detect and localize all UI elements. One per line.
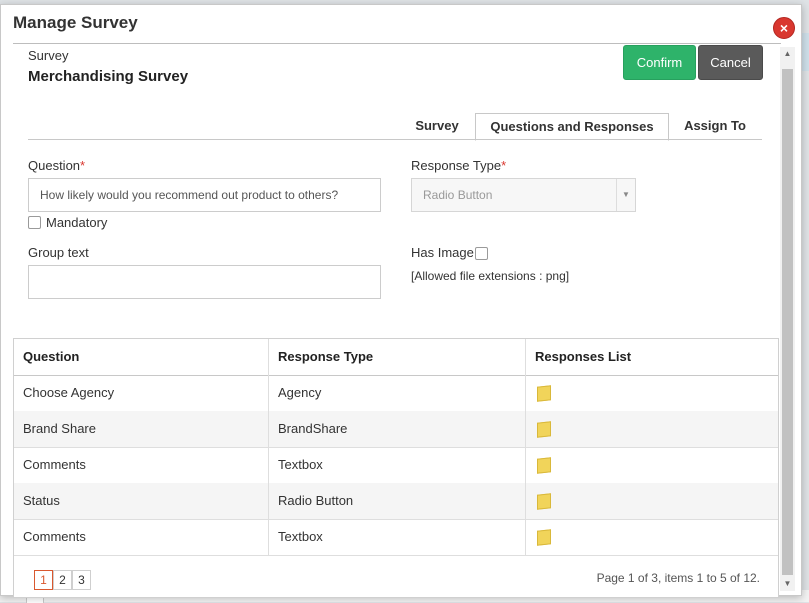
tab-assign-to[interactable]: Assign To: [684, 118, 746, 133]
table-row[interactable]: Comments Textbox: [14, 447, 778, 484]
tab-questions-and-responses[interactable]: Questions and Responses: [475, 113, 669, 141]
page-1-button[interactable]: 1: [34, 570, 53, 590]
close-button[interactable]: ×: [773, 17, 795, 39]
chevron-down-icon: ▼: [616, 179, 635, 211]
question-cell: Choose Agency: [23, 385, 115, 400]
response-type-cell: Textbox: [268, 447, 525, 483]
has-image-label: Has Image: [411, 245, 474, 260]
grid-header: Question Response Type Responses List: [14, 339, 778, 376]
note-icon[interactable]: [537, 457, 551, 474]
tab-survey[interactable]: Survey: [415, 118, 459, 133]
mandatory-label: Mandatory: [46, 215, 108, 230]
note-icon[interactable]: [537, 385, 551, 402]
scroll-up-icon[interactable]: ▲: [783, 49, 792, 58]
page-3-button[interactable]: 3: [72, 570, 91, 590]
questions-grid: Question Response Type Responses List Ch…: [13, 338, 779, 598]
responses-list-cell: [525, 483, 777, 519]
responses-list-cell: [525, 411, 777, 447]
question-cell: Brand Share: [23, 421, 96, 436]
has-image-checkbox[interactable]: [475, 247, 488, 260]
responses-list-cell: [525, 375, 777, 411]
mandatory-checkbox[interactable]: [28, 216, 41, 229]
allowed-extensions-note: [Allowed file extensions : png]: [411, 269, 570, 283]
survey-name: Merchandising Survey: [28, 68, 189, 85]
close-icon: ×: [779, 20, 789, 36]
cancel-button[interactable]: Cancel: [698, 45, 763, 80]
response-type-value: Radio Button: [423, 188, 493, 202]
page-2-button[interactable]: 2: [53, 570, 72, 590]
note-icon[interactable]: [537, 493, 551, 510]
required-mark: *: [80, 158, 86, 173]
response-type-label: Response Type*: [411, 158, 507, 173]
group-text-input[interactable]: [28, 265, 381, 299]
column-header-response-type[interactable]: Response Type: [268, 339, 525, 375]
question-cell: Comments: [23, 457, 86, 472]
note-icon[interactable]: [537, 421, 551, 438]
confirm-button[interactable]: Confirm: [623, 45, 696, 80]
question-cell: Status: [23, 493, 60, 508]
tabs-divider: [28, 139, 762, 140]
question-cell: Comments: [23, 529, 86, 544]
note-icon[interactable]: [537, 529, 551, 546]
responses-list-cell: [525, 447, 777, 483]
response-type-cell: Radio Button: [268, 483, 525, 519]
title-divider: [13, 43, 781, 44]
table-row[interactable]: Brand Share BrandShare: [14, 411, 778, 448]
response-type-select[interactable]: Radio Button ▼: [411, 178, 636, 212]
column-header-responses-list[interactable]: Responses List: [525, 339, 777, 375]
manage-survey-dialog: Manage Survey × ▲ ▼ Survey Merchandising…: [0, 4, 802, 598]
pager-info: Page 1 of 3, items 1 to 5 of 12.: [596, 571, 760, 585]
column-header-question[interactable]: Question: [23, 349, 80, 364]
table-row[interactable]: Choose Agency Agency: [14, 375, 778, 412]
response-type-cell: BrandShare: [268, 411, 525, 447]
dialog-title: Manage Survey: [13, 13, 138, 32]
table-row[interactable]: Comments Textbox: [14, 519, 778, 556]
dialog-scrollbar[interactable]: ▲ ▼: [780, 47, 795, 591]
table-row[interactable]: Status Radio Button: [14, 483, 778, 520]
required-mark: *: [501, 158, 507, 173]
group-text-label: Group text: [28, 245, 89, 260]
question-label: Question*: [28, 158, 86, 173]
grid-pager: 1 2 3 Page 1 of 3, items 1 to 5 of 12.: [14, 560, 778, 597]
question-input[interactable]: How likely would you recommend out produ…: [28, 178, 381, 212]
response-type-cell: Agency: [268, 375, 525, 411]
responses-list-cell: [525, 519, 777, 555]
scroll-down-icon[interactable]: ▼: [783, 579, 792, 588]
scrollbar-thumb[interactable]: [782, 69, 793, 575]
response-type-cell: Textbox: [268, 519, 525, 555]
survey-label: Survey: [28, 48, 69, 63]
